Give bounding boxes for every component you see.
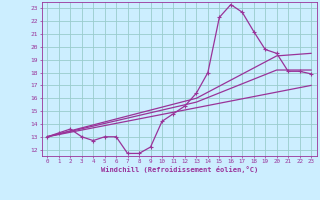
X-axis label: Windchill (Refroidissement éolien,°C): Windchill (Refroidissement éolien,°C) — [100, 166, 258, 173]
